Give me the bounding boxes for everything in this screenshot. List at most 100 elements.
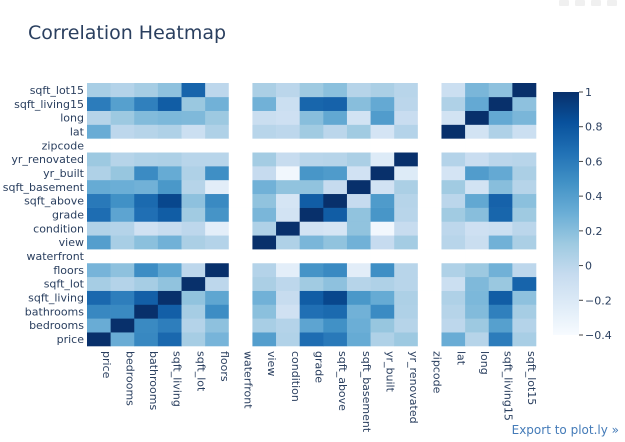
heatmap-cell[interactable]: [512, 179, 537, 195]
heatmap-cell[interactable]: [134, 124, 159, 139]
heatmap-cell[interactable]: [441, 166, 466, 181]
heatmap-cell[interactable]: [394, 290, 419, 305]
heatmap-cell[interactable]: [276, 207, 300, 222]
zoom-icon[interactable]: [575, 0, 585, 6]
heatmap-cell[interactable]: [488, 332, 513, 347]
heatmap-cell[interactable]: [252, 83, 277, 98]
heatmap-cell[interactable]: [417, 152, 442, 167]
heatmap-cell[interactable]: [276, 193, 300, 208]
heatmap-cell[interactable]: [417, 249, 442, 264]
heatmap-cell[interactable]: [465, 235, 490, 250]
heatmap-cell[interactable]: [181, 276, 206, 291]
heatmap-cell[interactable]: [87, 83, 111, 98]
heatmap-cell[interactable]: [181, 138, 206, 153]
heatmap-cell[interactable]: [181, 166, 206, 181]
heatmap-cell[interactable]: [441, 138, 466, 153]
heatmap-cell[interactable]: [110, 235, 135, 250]
heatmap-cell[interactable]: [488, 193, 513, 208]
heatmap-cell[interactable]: [441, 124, 466, 139]
heatmap-cell[interactable]: [276, 152, 300, 167]
heatmap-cell[interactable]: [323, 262, 348, 278]
heatmap-cell[interactable]: [299, 138, 324, 153]
heatmap-cell[interactable]: [134, 290, 159, 305]
heatmap-cell[interactable]: [299, 179, 324, 195]
heatmap-cell[interactable]: [110, 138, 135, 153]
heatmap-cell[interactable]: [465, 124, 490, 139]
heatmap-cell[interactable]: [465, 304, 490, 319]
heatmap-cell[interactable]: [205, 193, 230, 208]
heatmap-cell[interactable]: [252, 138, 277, 153]
heatmap-cell[interactable]: [441, 276, 466, 291]
heatmap-cell[interactable]: [134, 179, 159, 195]
heatmap-cell[interactable]: [87, 276, 111, 291]
heatmap-cell[interactable]: [134, 193, 159, 208]
heatmap-cell[interactable]: [488, 235, 513, 250]
heatmap-cell[interactable]: [465, 262, 490, 278]
heatmap-cell[interactable]: [157, 83, 182, 98]
heatmap-cell[interactable]: [157, 262, 182, 278]
heatmap-cell[interactable]: [228, 207, 253, 222]
heatmap-cell[interactable]: [346, 207, 371, 222]
heatmap-cell[interactable]: [488, 83, 513, 98]
heatmap-cell[interactable]: [181, 179, 206, 195]
heatmap-cell[interactable]: [157, 193, 182, 208]
heatmap-cell[interactable]: [441, 332, 466, 347]
heatmap-cell[interactable]: [394, 124, 419, 139]
heatmap-cell[interactable]: [276, 96, 300, 111]
heatmap-cell[interactable]: [512, 193, 537, 208]
heatmap-cell[interactable]: [346, 221, 371, 236]
heatmap-cell[interactable]: [134, 318, 159, 333]
heatmap-cell[interactable]: [87, 138, 111, 153]
heatmap-cell[interactable]: [205, 235, 230, 250]
heatmap-cell[interactable]: [228, 276, 253, 291]
heatmap-cell[interactable]: [252, 221, 277, 236]
heatmap-cell[interactable]: [205, 221, 230, 236]
heatmap-cell[interactable]: [157, 304, 182, 319]
heatmap-cell[interactable]: [323, 276, 348, 291]
heatmap-cell[interactable]: [205, 152, 230, 167]
heatmap-cell[interactable]: [465, 221, 490, 236]
heatmap-cell[interactable]: [346, 83, 371, 98]
heatmap-cell[interactable]: [417, 166, 442, 181]
heatmap-cell[interactable]: [276, 318, 300, 333]
heatmap-cell[interactable]: [205, 249, 230, 264]
heatmap-cell[interactable]: [370, 249, 395, 264]
heatmap-cell[interactable]: [157, 166, 182, 181]
heatmap-cell[interactable]: [87, 318, 111, 333]
heatmap-cell[interactable]: [346, 179, 371, 195]
heatmap-cell[interactable]: [228, 318, 253, 333]
heatmap-cell[interactable]: [323, 124, 348, 139]
heatmap-cell[interactable]: [346, 96, 371, 111]
heatmap-cell[interactable]: [276, 83, 300, 98]
heatmap-cell[interactable]: [228, 290, 253, 305]
heatmap-cell[interactable]: [465, 179, 490, 195]
heatmap-cell[interactable]: [417, 332, 442, 347]
heatmap-cell[interactable]: [110, 276, 135, 291]
heatmap-cell[interactable]: [228, 96, 253, 111]
heatmap-cell[interactable]: [252, 124, 277, 139]
heatmap-cell[interactable]: [134, 110, 159, 125]
heatmap-cell[interactable]: [228, 110, 253, 125]
heatmap-cell[interactable]: [276, 249, 300, 264]
heatmap-cell[interactable]: [134, 332, 159, 347]
heatmap-cell[interactable]: [205, 179, 230, 195]
heatmap-cell[interactable]: [276, 110, 300, 125]
heatmap-cell[interactable]: [465, 249, 490, 264]
heatmap-cell[interactable]: [87, 262, 111, 278]
heatmap-cell[interactable]: [110, 124, 135, 139]
heatmap-cell[interactable]: [110, 166, 135, 181]
heatmap-cell[interactable]: [346, 318, 371, 333]
heatmap-cell[interactable]: [110, 96, 135, 111]
heatmap-cell[interactable]: [252, 290, 277, 305]
heatmap-cell[interactable]: [346, 110, 371, 125]
heatmap-cell[interactable]: [228, 152, 253, 167]
heatmap-cell[interactable]: [110, 290, 135, 305]
heatmap-cell[interactable]: [228, 166, 253, 181]
heatmap-cell[interactable]: [134, 276, 159, 291]
heatmap-cell[interactable]: [181, 124, 206, 139]
heatmap-cell[interactable]: [394, 152, 419, 167]
heatmap-cell[interactable]: [276, 124, 300, 139]
heatmap-cell[interactable]: [228, 124, 253, 139]
heatmap-cell[interactable]: [134, 235, 159, 250]
heatmap-cell[interactable]: [370, 221, 395, 236]
